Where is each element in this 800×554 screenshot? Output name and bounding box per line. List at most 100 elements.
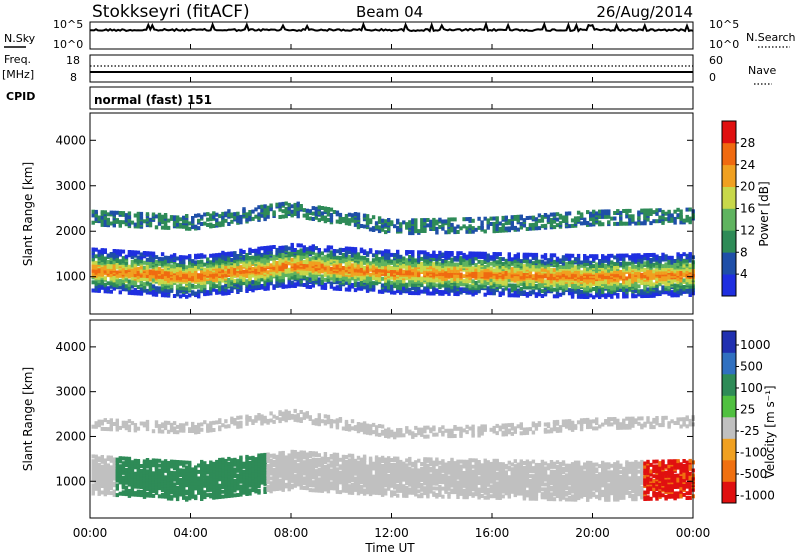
power-cell [178,263,183,268]
power-cell [495,260,499,265]
velocity-cell [175,468,180,473]
power-cell [483,255,487,260]
power-cell [127,271,132,276]
power-cell [103,248,107,253]
velocity-cell [160,471,165,476]
power-cell [278,278,282,283]
power-cell [278,245,282,250]
power-cell [257,205,261,210]
power-cell [148,251,153,256]
power-cell [540,259,545,264]
power-cell [640,272,644,277]
power-cell [543,253,548,258]
power-cell [182,286,186,291]
power-cell [335,277,340,281]
power-cell [408,250,412,255]
power-cell [628,278,632,282]
power-cell [332,255,337,260]
power-cell [495,265,499,270]
power-cell [595,254,599,259]
velocity-cell [136,463,141,468]
power-cell [133,270,138,274]
velocity-cell [154,478,159,482]
power-cell [236,218,240,223]
power-cell [272,210,276,215]
power-cell [384,285,388,290]
power-cell [191,283,195,288]
velocity-cell [103,418,107,423]
power-cell [501,223,505,228]
power-cell [160,214,165,219]
power-cell [501,291,505,296]
power-cell [637,210,641,215]
power-cell [658,259,662,264]
power-cell [194,213,198,218]
velocity-cell [145,487,150,491]
power-cell [598,215,602,219]
power-cell [227,212,231,217]
power-cell [432,257,436,262]
velocity-cell [97,488,101,493]
power-cell [112,263,116,268]
velocity-cell [109,418,113,423]
power-cell [142,251,147,255]
power-cell [549,272,554,277]
power-cell [329,245,334,250]
power-cell [371,276,376,281]
velocity-cell [178,426,183,431]
power-cell [510,222,514,227]
power-cell [522,290,527,295]
power-cell [112,252,116,257]
power-cell [365,275,370,280]
power-cell [628,282,632,287]
power-cell [649,280,653,285]
power-cell [619,253,623,258]
power-cell [549,223,554,228]
power-cell [564,211,569,216]
velocity-cell [127,456,132,461]
velocity-cell [178,423,183,428]
power-cell [347,218,352,223]
power-cell [390,220,394,225]
power-cell [91,209,95,214]
power-cell [203,212,207,217]
velocity-cell [124,426,129,431]
velocity-cell [124,467,129,472]
power-cell [561,215,566,220]
power-cell [570,263,575,268]
power-cell [480,224,484,228]
power-cell [302,245,306,250]
power-cell [215,253,219,258]
power-cell [124,266,129,271]
power-cell [613,270,617,275]
power-cell [172,253,177,258]
power-cell [200,274,204,279]
power-cell [290,257,294,262]
power-cell [589,217,593,222]
power-cell [197,253,201,258]
power-cell [142,219,147,224]
power-cell [543,213,548,217]
power-cell [417,256,421,261]
power-cell [450,251,454,255]
power-cell [507,283,511,288]
power-cell [450,288,454,293]
power-cell [513,259,517,263]
power-cell [281,252,285,257]
power-cell [124,254,129,259]
power-colorbar-segment [722,274,736,297]
power-cell [157,270,162,274]
velocity-cell [109,423,113,428]
power-cell [631,256,635,261]
power-cell [637,274,641,279]
power-cell [564,261,569,266]
power-cell [468,261,472,266]
velocity-cell [97,485,101,490]
power-cell [570,223,575,228]
power-cell [290,209,294,214]
power-cell [441,223,445,228]
velocity-cell [151,458,156,463]
velocity-cell [139,464,144,468]
power-cell [290,213,294,218]
power-cell [269,256,273,261]
